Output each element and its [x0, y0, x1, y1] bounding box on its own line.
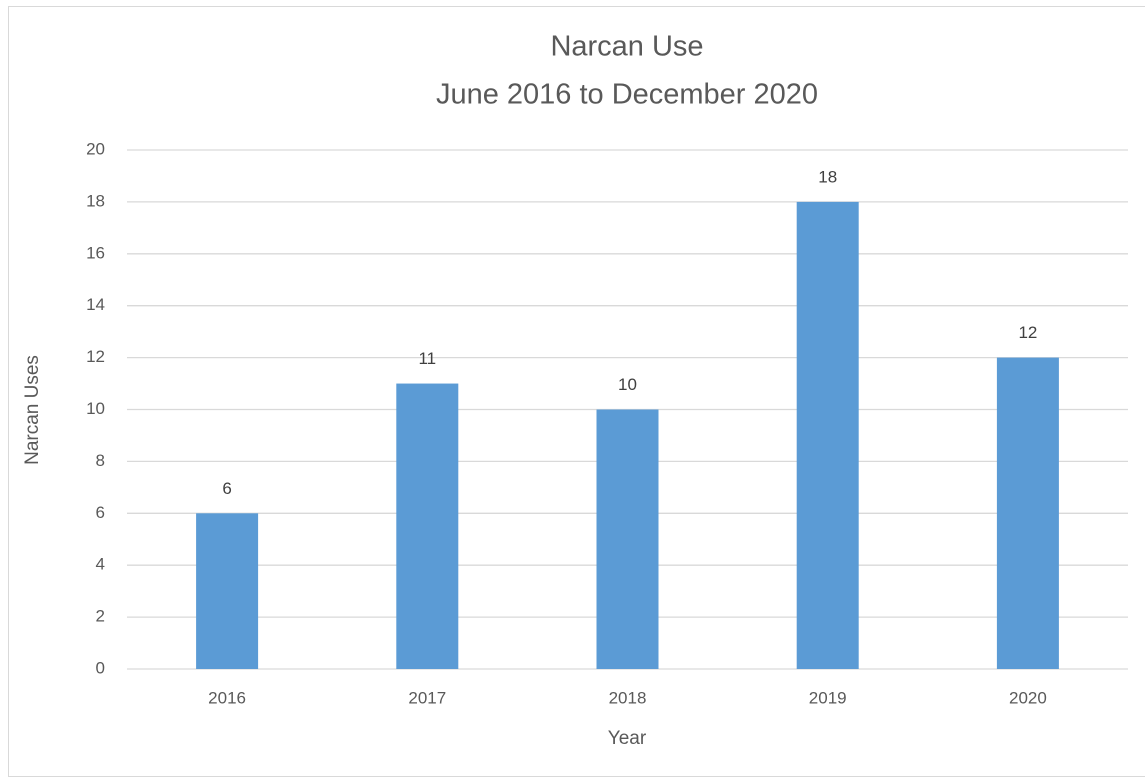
data-label: 12	[1018, 323, 1037, 342]
bar	[996, 357, 1059, 669]
y-tick-label: 0	[96, 658, 105, 677]
y-tick-label: 20	[86, 139, 105, 158]
bar	[596, 409, 659, 669]
y-tick-label: 12	[86, 347, 105, 366]
x-axis-title: Year	[608, 728, 647, 749]
chart-border	[8, 6, 1145, 777]
y-tick-label: 14	[86, 295, 105, 314]
bar	[196, 513, 259, 669]
bar	[796, 201, 859, 669]
y-tick-label: 2	[96, 607, 105, 626]
data-label: 6	[222, 479, 231, 498]
x-tick-label: 2019	[809, 688, 847, 707]
chart-subtitle: June 2016 to December 2020	[436, 79, 818, 111]
x-tick-label: 2016	[208, 688, 246, 707]
y-axis-title: Narcan Uses	[22, 355, 43, 465]
x-tick-label: 2018	[609, 688, 647, 707]
y-tick-label: 16	[86, 243, 105, 262]
y-tick-label: 6	[96, 503, 105, 522]
y-tick-label: 18	[86, 191, 105, 210]
y-tick-label: 8	[96, 451, 105, 470]
data-label: 18	[818, 167, 837, 186]
bar	[396, 383, 459, 669]
x-tick-label: 2020	[1009, 688, 1047, 707]
y-tick-label: 4	[96, 555, 105, 574]
x-tick-label: 2017	[408, 688, 446, 707]
data-label: 10	[618, 375, 637, 394]
chart-title: Narcan Use	[550, 31, 703, 63]
data-label: 11	[418, 349, 436, 368]
y-tick-label: 10	[86, 399, 105, 418]
